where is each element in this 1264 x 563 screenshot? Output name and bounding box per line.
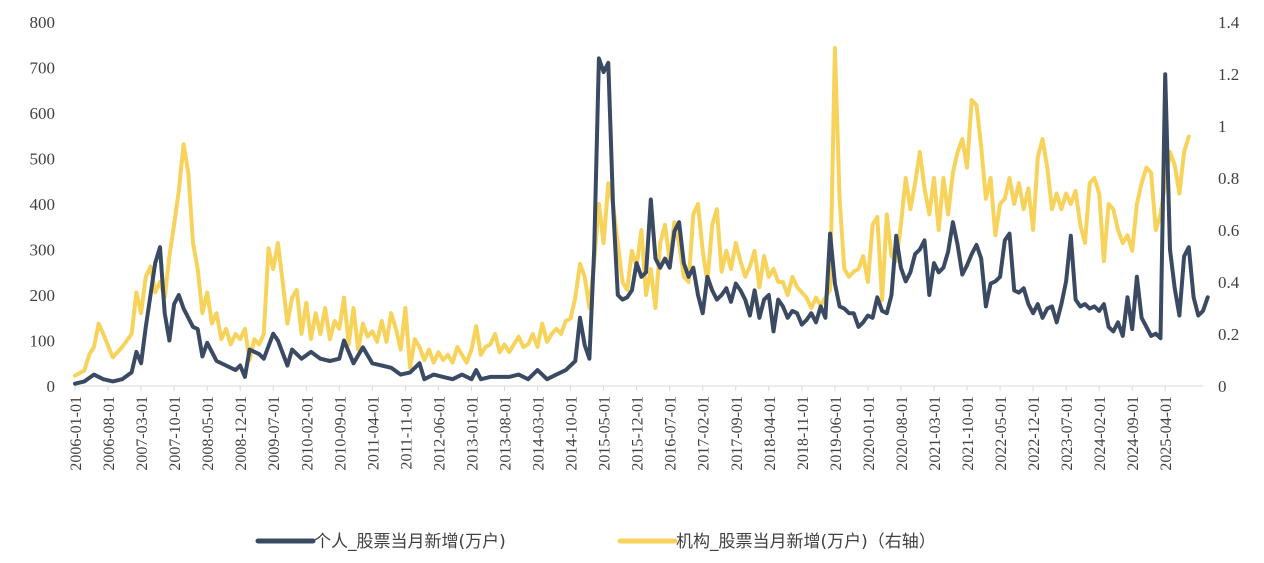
x-tick-label: 2015-05-01 [597,396,614,471]
series-line-institutional [73,46,1191,378]
x-tick-label: 2023-07-01 [1059,396,1076,471]
y-left-tick-label: 600 [30,104,56,123]
legend-item-individual-label: 个人_股票当月新增(万户) [314,532,506,552]
x-tick-label: 2024-09-01 [1125,396,1142,471]
x-tick-label: 2008-05-01 [200,396,217,471]
y-left-tick-label: 800 [30,13,56,32]
y-left-tick-label: 700 [30,59,56,78]
y-right-axis: 0 0.2 0.4 0.6 0.8 1 1.2 1.4 [1218,13,1240,396]
x-tick-label: 2006-08-01 [101,396,118,471]
x-tick-label: 2021-10-01 [960,396,977,471]
y-right-tick-label: 1.2 [1218,65,1239,84]
x-tick-label: 2007-10-01 [167,396,184,471]
series-layer [73,46,1210,386]
x-tick-label: 2020-08-01 [894,396,911,471]
x-tick-label: 2020-01-01 [861,396,878,471]
x-tick-label: 2022-05-01 [993,396,1010,471]
x-tick-label: 2018-04-01 [762,396,779,471]
y-right-tick-label: 0.4 [1218,273,1240,292]
x-tick-label: 2015-12-01 [630,396,647,471]
legend-item-institutional-label: 机构_股票当月新增(万户)（右轴） [676,532,936,552]
y-right-tick-label: 0 [1218,377,1227,396]
y-left-tick-label: 500 [30,150,56,169]
x-tick-label: 2008-12-01 [233,396,250,471]
y-right-tick-label: 0.8 [1218,169,1239,188]
x-tick-label: 2025-04-01 [1158,396,1175,471]
x-tick-label: 2017-09-01 [729,396,746,471]
x-tick-label: 2016-07-01 [663,396,680,471]
y-right-tick-label: 1.4 [1218,13,1240,32]
legend: 个人_股票当月新增(万户) 机构_股票当月新增(万户)（右轴） [255,532,936,552]
x-tick-label: 2014-10-01 [564,396,581,471]
x-tick-label: 2013-08-01 [497,396,514,471]
y-left-tick-label: 200 [30,286,56,305]
x-tick-label: 2014-03-01 [531,396,548,471]
y-left-tick-label: 300 [30,241,56,260]
y-right-tick-label: 1 [1218,117,1227,136]
y-left-axis: 0 100 200 300 400 500 600 700 800 [30,13,56,396]
y-left-tick-label: 400 [30,195,56,214]
y-right-tick-label: 0.6 [1218,221,1239,240]
x-tick-label: 2017-02-01 [696,396,713,471]
y-left-tick-label: 100 [30,332,56,351]
x-tick-label: 2012-06-01 [431,396,448,471]
x-tick-label: 2011-04-01 [365,396,382,470]
y-left-tick-label: 0 [47,377,56,396]
x-tick-label: 2013-01-01 [464,396,481,471]
y-right-tick-label: 0.2 [1218,325,1239,344]
x-tick-label: 2019-06-01 [828,396,845,471]
x-tick-label: 2007-03-01 [134,396,151,471]
x-tick-label: 2006-01-01 [68,396,85,471]
x-tick-label: 2009-07-01 [266,396,283,471]
x-tick-label: 2021-03-01 [927,396,944,471]
series-line-individual [73,56,1210,386]
x-tick-label: 2010-09-01 [332,396,349,471]
x-axis: 2006-01-01 2006-08-01 2007-03-01 2007-10-01… [68,386,1175,471]
x-tick-label: 2018-11-01 [795,396,812,470]
x-tick-label: 2011-11-01 [398,396,415,469]
x-tick-label: 2024-02-01 [1092,396,1109,471]
x-tick-label: 2010-02-01 [299,396,316,471]
x-tick-label: 2022-12-01 [1026,396,1043,471]
